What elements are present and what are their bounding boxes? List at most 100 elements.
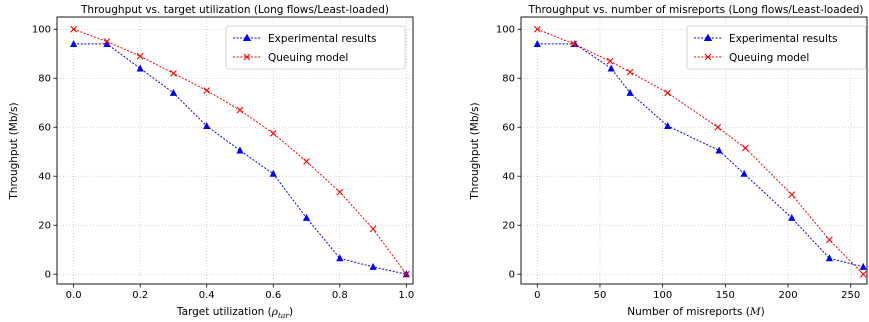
left-point-queuing [203,87,211,94]
left-y-tick-label: 80 [38,74,51,85]
right-series-line-experimental [537,43,864,268]
right-x-tick-label: 200 [778,290,797,301]
left-point-experimental [269,169,277,177]
left-x-axis-label: Target utilization (ρtar) [176,306,293,320]
right-point-queuing [742,144,749,152]
right-point-experimental [859,262,867,270]
right-point-experimental [740,169,748,177]
left-point-experimental [336,254,344,262]
right-legend-label-experimental: Experimental results [729,33,838,45]
right-point-experimental [825,254,833,262]
left-point-experimental [302,213,311,221]
left-x-tick-label: 0.4 [199,290,215,301]
left-x-tick-label: 0.8 [332,290,348,301]
left-legend: Experimental results Queuing model [225,25,406,70]
left-chart-panel: Throughput vs. target utilization (Long … [8,4,414,320]
left-chart-title: Throughput vs. target utilization (Long … [80,4,389,16]
left-point-queuing [136,52,144,60]
right-point-queuing [859,270,867,278]
right-point-experimental [715,146,723,154]
right-x-ticks: 0 50 100 150 200 250 [534,284,860,301]
left-legend-marker-x [243,53,251,61]
left-point-queuing [103,38,111,45]
right-point-queuing [533,25,541,33]
right-point-queuing [606,57,614,65]
right-point-experimental [607,64,615,72]
left-point-experimental [70,39,78,47]
right-y-tick-label: 40 [502,172,515,183]
right-legend-box [686,25,867,70]
left-x-tick-label: 0.6 [265,290,281,301]
left-point-queuing [336,188,344,196]
right-y-tick-label: 80 [502,74,515,85]
left-y-tick-label: 0 [45,270,51,281]
right-point-queuing [826,236,833,244]
left-point-experimental [203,122,211,130]
left-x-axis-label-end: ) [289,306,293,318]
right-legend: Experimental results Queuing model [686,25,867,70]
left-legend-label-queuing: Queuing model [268,52,348,64]
left-point-queuing [70,25,78,33]
left-x-axis-label-main: Target utilization ( [176,306,272,318]
right-series-line-queuing [537,28,864,275]
right-x-axis-label: Number of misreports (M) [627,306,764,318]
right-y-tick-label: 0 [509,270,515,281]
left-y-tick-label: 60 [38,123,51,134]
left-x-axis-label-subscript: tar [278,311,289,320]
left-legend-box [225,25,406,70]
left-legend-marker-triangle [242,33,252,41]
left-point-queuing [402,270,410,278]
right-chart-title: Throughput vs. number of misreports (Lon… [527,4,863,16]
left-y-ticks: 0 20 40 60 80 100 [32,25,57,281]
right-x-axis-label-main: Number of misreports ( [627,306,750,318]
left-x-tick-label: 0.2 [132,290,148,301]
right-x-tick-label: 50 [594,290,607,301]
left-point-experimental [369,262,377,270]
left-x-tick-label: 0.0 [66,290,82,301]
right-x-tick-label: 250 [841,290,860,301]
right-series-group [533,25,867,278]
right-y-ticks: 0 20 40 60 80 100 [496,25,521,281]
left-point-queuing [303,158,310,165]
left-y-tick-label: 20 [38,221,51,232]
right-y-tick-label: 20 [502,221,515,232]
right-plot-frame [520,16,868,285]
left-x-axis-label-symbol: ρ [271,306,279,318]
left-point-experimental [169,88,178,96]
left-legend-label-experimental: Experimental results [268,33,377,45]
left-point-queuing [269,129,277,137]
right-point-queuing [714,123,722,131]
right-x-tick-label: 100 [653,290,672,301]
right-x-axis-label-end: ) [761,306,765,318]
left-point-experimental [136,64,144,72]
right-y-axis-label: Throughput (Mb/s) [469,102,481,200]
left-series-line-experimental [73,43,407,275]
right-point-experimental [788,213,796,221]
right-point-experimental [664,122,672,130]
left-point-experimental [103,39,111,47]
right-point-queuing [664,89,672,97]
right-y-tick-label: 60 [502,123,515,134]
right-chart-panel: Throughput vs. number of misreports (Lon… [469,4,868,318]
right-x-tick-label: 0 [534,290,540,301]
left-y-tick-label: 100 [32,25,51,36]
left-point-queuing [170,69,177,77]
right-point-queuing [570,40,578,48]
right-y-tick-label: 100 [496,25,515,36]
left-y-tick-label: 40 [38,172,51,183]
right-legend-marker-x [704,53,712,61]
left-point-queuing [369,225,377,233]
left-point-queuing [236,106,244,114]
right-legend-label-queuing: Queuing model [729,52,809,64]
left-series-group [70,25,410,278]
left-point-experimental [236,146,244,154]
left-plot-frame [56,16,414,285]
right-x-axis-label-symbol: M [749,306,761,318]
left-x-ticks: 0.0 0.2 0.4 0.6 0.8 1.0 [66,284,414,301]
right-point-queuing [788,191,796,198]
right-point-queuing [626,68,634,76]
right-x-tick-label: 150 [716,290,735,301]
right-legend-marker-triangle [703,33,713,41]
right-point-experimental [533,39,541,47]
